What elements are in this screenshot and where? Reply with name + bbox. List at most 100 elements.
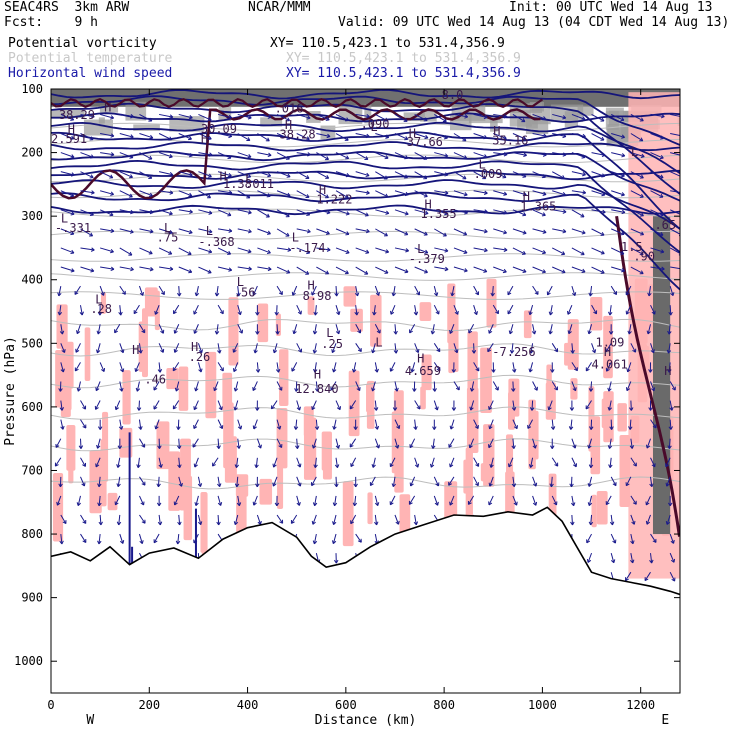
pv-streak xyxy=(303,417,317,480)
wind-arrow xyxy=(257,247,271,254)
wind-arrow-head xyxy=(149,266,154,272)
wind-arrow-head xyxy=(110,266,115,272)
wind-arrow xyxy=(532,476,537,487)
wind-arrow-head xyxy=(550,369,555,373)
wind-arrow-head xyxy=(193,463,198,468)
wind-arrow-head xyxy=(177,521,182,526)
wind-arrow-head xyxy=(562,152,567,157)
wind-arrow xyxy=(195,285,199,296)
wind-arrow xyxy=(158,285,165,295)
wind-arrow xyxy=(296,171,310,179)
wind-arrow xyxy=(235,457,239,468)
wind-arrow-head xyxy=(194,502,199,506)
wind-arrow-head xyxy=(449,463,454,468)
wind-arrow xyxy=(296,113,311,119)
wind-arrow-head xyxy=(413,426,418,430)
wind-arrow xyxy=(532,381,538,391)
wind-arrow xyxy=(414,171,428,180)
wind-arrow-head xyxy=(188,172,193,177)
wind-arrow xyxy=(650,343,655,353)
wind-arrow xyxy=(80,476,85,487)
wind-arrow-head xyxy=(589,426,594,430)
wind-arrow xyxy=(178,113,193,119)
wind-arrow-head xyxy=(371,464,376,468)
pv-streak xyxy=(235,474,249,497)
below-ground-fill xyxy=(51,507,680,693)
wind-arrow-head xyxy=(334,292,339,297)
wind-arrow-head xyxy=(462,175,467,180)
pv-streak xyxy=(596,491,608,525)
wind-arrow-head xyxy=(286,192,291,197)
wind-arrow-head xyxy=(625,482,630,487)
wind-arrow xyxy=(571,228,586,234)
x-axis-label: Distance (km) xyxy=(315,713,417,728)
wind-arrow-head xyxy=(305,175,310,180)
wind-arrow xyxy=(234,400,239,411)
wind-arrow-head xyxy=(389,501,394,506)
wind-arrow xyxy=(374,400,377,411)
wind-arrow-head xyxy=(463,249,468,255)
wind-arrow-head xyxy=(494,386,499,391)
wind-arrow xyxy=(571,266,586,273)
wind-arrow xyxy=(276,152,290,160)
wind-arrow-head xyxy=(130,209,134,215)
wind-arrow xyxy=(80,152,94,158)
wind-arrow xyxy=(217,419,223,429)
wind-arrow-head xyxy=(279,519,284,524)
wind-arrow xyxy=(139,133,153,139)
wind-arrow xyxy=(532,228,547,233)
wind-arrow xyxy=(611,133,625,138)
wind-speed-contour xyxy=(51,159,680,254)
wind-arrow xyxy=(217,247,231,255)
wind-arrow-head xyxy=(389,463,394,468)
wind-arrow xyxy=(430,457,435,468)
wind-arrow-head xyxy=(587,483,592,487)
wind-arrow-head xyxy=(357,329,362,334)
wind-arrow xyxy=(217,228,232,232)
wind-arrow-head xyxy=(483,229,488,234)
wind-arrow xyxy=(333,362,337,373)
wind-arrow-head xyxy=(502,174,507,179)
wind-arrow-head xyxy=(647,292,652,297)
wind-arrow-head xyxy=(313,311,318,316)
wind-arrow-head xyxy=(208,152,213,157)
wind-arrow xyxy=(571,171,586,176)
wind-arrow-head xyxy=(502,135,507,140)
pv-streak xyxy=(591,494,597,528)
wind-arrow xyxy=(611,152,625,157)
wind-arrow xyxy=(532,209,546,216)
wind-arrow-head xyxy=(416,291,421,296)
wind-arrow xyxy=(217,495,222,506)
wind-arrow-head xyxy=(326,133,331,139)
wind-arrow xyxy=(532,495,537,506)
wind-arrow-head xyxy=(134,368,139,372)
wind-arrow-head xyxy=(118,311,123,316)
wind-arrow-head xyxy=(325,230,330,235)
field-annotation: .28 xyxy=(90,302,112,316)
wind-arrow xyxy=(76,324,81,334)
wind-arrow xyxy=(178,171,193,176)
wind-arrow xyxy=(178,133,192,140)
x-tick-label: 800 xyxy=(433,698,455,712)
wind-arrow-head xyxy=(90,190,95,195)
wind-arrow-head xyxy=(384,117,389,122)
wind-arrow-head xyxy=(311,406,316,411)
wind-arrow-head xyxy=(431,445,436,449)
wind-arrow xyxy=(628,324,632,335)
wind-arrow-head xyxy=(97,426,103,430)
wind-arrow xyxy=(668,438,671,449)
field-annotation: 38.29 xyxy=(59,108,95,122)
wind-arrow xyxy=(512,400,515,411)
wind-arrow-head xyxy=(393,349,399,354)
wind-arrow xyxy=(158,228,173,234)
wind-arrow xyxy=(512,381,514,392)
wind-arrow xyxy=(372,457,376,468)
wind-arrow-head xyxy=(168,154,173,159)
wind-arrow xyxy=(216,324,219,335)
wind-arrow-head xyxy=(291,291,296,296)
wind-arrow-head xyxy=(313,368,318,373)
wind-arrow-head xyxy=(629,407,634,411)
wind-arrow xyxy=(60,247,75,254)
wind-arrow xyxy=(237,324,243,334)
wind-arrow xyxy=(237,133,251,141)
